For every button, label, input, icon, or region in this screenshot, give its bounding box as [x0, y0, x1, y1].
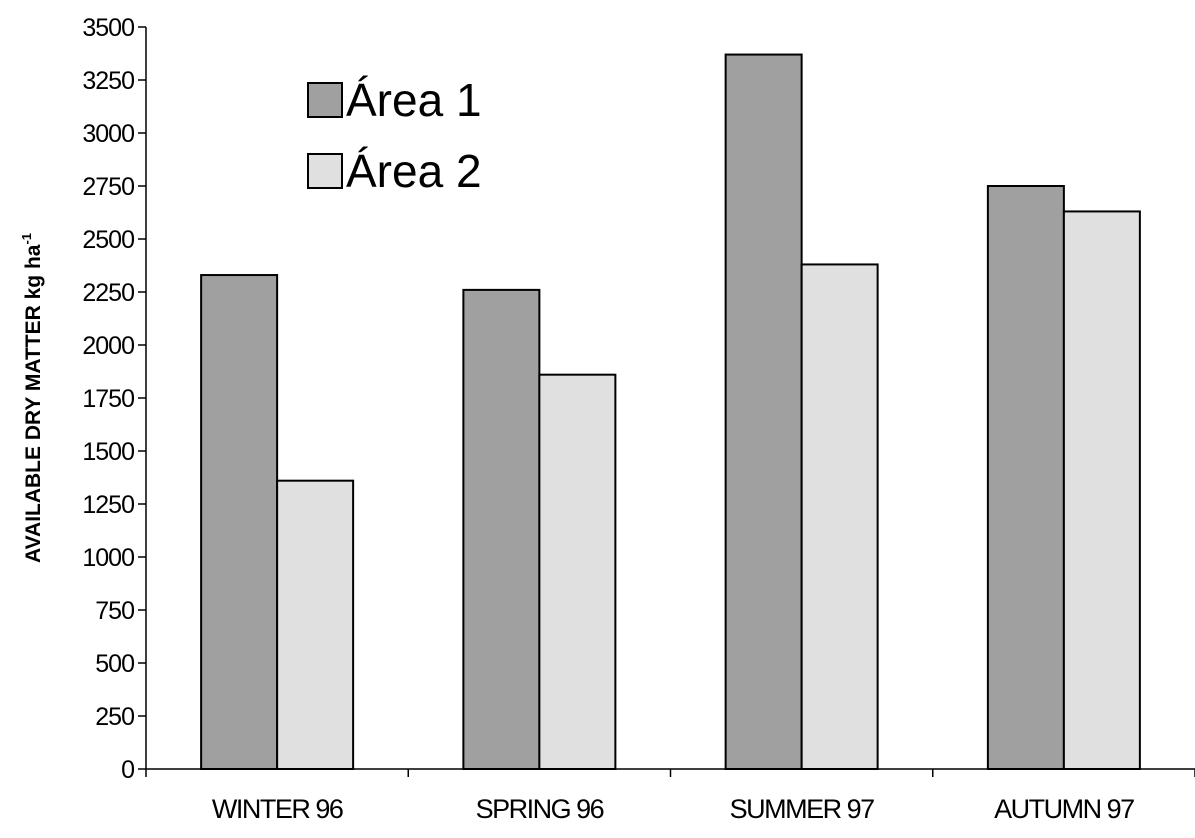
- x-category-label: SUMMER 97: [730, 794, 875, 824]
- y-tick-label: 0: [121, 756, 134, 784]
- bar-series-2-autumn-97: [1062, 210, 1141, 770]
- y-tick-label: 2000: [82, 332, 134, 360]
- y-tick-label: 2500: [82, 226, 134, 254]
- y-axis: 0 250 500 750 1000 1250 1500 1750 2000 2250 2500 27…: [82, 14, 147, 784]
- x-axis: WINTER 96 SPRING 96 SUMMER 97 AUTUMN 97: [145, 768, 1195, 824]
- bar-series-1-spring-96: [462, 288, 541, 770]
- y-tick-label: 1250: [82, 491, 134, 519]
- y-ticks: 0 250 500 750 1000 1250 1500 1750 2000 2250 2500 27…: [82, 14, 146, 784]
- legend-label-area-1: Área 1: [346, 74, 482, 126]
- y-axis-title: AVAILABLE DRY MATTER kg ha-1: [19, 233, 45, 563]
- bar-series-2-winter-96: [276, 479, 355, 770]
- x-ticks: [145, 769, 1195, 777]
- bars: [200, 53, 1141, 771]
- y-tick-label: 750: [95, 597, 134, 625]
- x-category-label: SPRING 96: [476, 794, 604, 824]
- legend: Área 1 Área 2: [307, 74, 482, 197]
- y-tick-label: 2750: [82, 173, 134, 201]
- bar-series-1-summer-97: [724, 53, 803, 771]
- x-labels: WINTER 96 SPRING 96 SUMMER 97 AUTUMN 97: [212, 794, 1136, 824]
- y-axis-title-sup: -1: [19, 233, 34, 245]
- y-tick-label: 3250: [82, 67, 134, 95]
- y-tick-label: 2250: [82, 279, 134, 307]
- x-category-label: AUTUMN 97: [994, 794, 1134, 824]
- y-axis-title-main: AVAILABLE DRY MATTER kg ha: [22, 244, 45, 563]
- bar-series-2-spring-96: [538, 373, 617, 770]
- y-tick-label: 250: [95, 703, 134, 731]
- y-tick-label: 3000: [82, 120, 134, 148]
- bar-series-1-autumn-97: [986, 185, 1065, 770]
- y-tick-label: 500: [95, 650, 134, 678]
- legend-swatch-area-1: [307, 82, 343, 118]
- y-tick-label: 1500: [82, 438, 134, 466]
- legend-label-area-2: Área 2: [346, 145, 482, 197]
- x-category-label: WINTER 96: [212, 794, 343, 824]
- y-tick-label: 3500: [82, 14, 134, 42]
- legend-swatch-area-2: [307, 153, 343, 189]
- y-tick-label: 1000: [82, 544, 134, 572]
- bar-series-2-summer-97: [800, 263, 879, 770]
- bar-series-1-winter-96: [200, 274, 279, 770]
- y-tick-label: 1750: [82, 385, 134, 413]
